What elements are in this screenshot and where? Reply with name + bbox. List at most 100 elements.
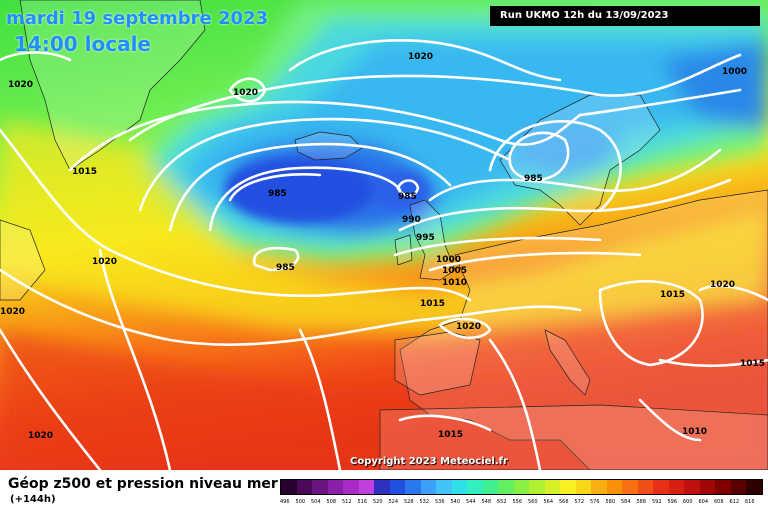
colour-scale-swatch xyxy=(668,480,684,494)
colour-scale-label: 500 xyxy=(295,499,306,505)
colour-scale-label: 580 xyxy=(605,499,616,505)
colour-scale-swatch xyxy=(281,480,297,494)
isobar-label: 995 xyxy=(416,233,435,243)
iceland-outline xyxy=(294,131,363,161)
colour-scale-label: 496 xyxy=(280,499,290,505)
land-outlines xyxy=(0,0,768,470)
forecast-date: mardi 19 septembre 2023 xyxy=(6,8,269,29)
colour-scale-swatch xyxy=(374,480,390,494)
colour-scale xyxy=(280,479,763,495)
colour-scale-label: 512 xyxy=(342,499,352,505)
colour-scale-swatch xyxy=(436,480,452,494)
colour-scale-label: 592 xyxy=(652,499,662,505)
copyright-notice: Copyright 2023 Meteociel.fr xyxy=(350,456,508,467)
colour-scale-swatch xyxy=(637,480,653,494)
colour-scale-swatch xyxy=(606,480,622,494)
colour-scale-label: 548 xyxy=(481,499,492,505)
colour-scale-swatch xyxy=(467,480,483,494)
colour-scale-label: 556 xyxy=(512,499,523,505)
colour-scale-label: 568 xyxy=(559,499,569,505)
colour-scale-swatch xyxy=(622,480,638,494)
italy-outline xyxy=(544,329,591,396)
colour-scale-label: 520 xyxy=(373,499,383,505)
forecast-range: (+144h) xyxy=(10,494,56,505)
colour-scale-swatch xyxy=(699,480,715,494)
colour-scale-label: 600 xyxy=(683,499,693,505)
colour-scale-label: 536 xyxy=(435,499,445,505)
isobar-lines xyxy=(0,39,768,470)
colour-scale-label: 552 xyxy=(497,499,507,505)
colour-scale-swatch xyxy=(544,480,560,494)
scandinavia-outline xyxy=(499,94,661,226)
isobar-labels: 1020 1020 1020 1000 1015 985 985 985 990… xyxy=(0,52,765,441)
colour-scale-swatch xyxy=(327,480,343,494)
colour-scale-label: 504 xyxy=(311,499,321,505)
isobar-label: 1015 xyxy=(438,430,463,440)
ireland-outline xyxy=(394,234,413,266)
isobar-label: 1015 xyxy=(72,167,97,177)
colour-scale-swatch xyxy=(358,480,374,494)
colour-scale-label: 540 xyxy=(450,499,461,505)
colour-scale-label: 524 xyxy=(388,499,399,505)
isobar-label: 1020 xyxy=(92,257,117,267)
labrador-outline xyxy=(0,219,46,301)
colour-scale-swatch xyxy=(746,480,762,494)
colour-scale-label: 596 xyxy=(667,499,678,505)
colour-scale-swatch xyxy=(312,480,328,494)
colour-scale-swatch xyxy=(715,480,731,494)
isobar-label: 1020 xyxy=(8,80,33,90)
isobar-label: 1000 xyxy=(722,67,747,77)
colour-scale-swatch xyxy=(389,480,405,494)
colour-scale-label: 616 xyxy=(745,499,755,505)
colour-scale-swatch xyxy=(513,480,529,494)
colour-scale-label: 604 xyxy=(698,499,709,505)
colour-scale-label: 612 xyxy=(729,499,740,505)
isobar-label: 1015 xyxy=(740,359,765,369)
isobar-label: 1005 xyxy=(442,266,467,276)
model-run-badge: Run UKMO 12h du 13/09/2023 xyxy=(490,6,760,26)
colour-scale-label: 528 xyxy=(404,499,414,505)
legend-title: Géop z500 et pression niveau mer xyxy=(8,476,278,492)
colour-scale-label: 564 xyxy=(543,499,554,505)
isobar-label: 1020 xyxy=(28,431,53,441)
colour-scale-swatch xyxy=(684,480,700,494)
colour-scale-swatch xyxy=(529,480,545,494)
isobar-label: 985 xyxy=(524,174,543,184)
isobar-label: 1020 xyxy=(233,88,258,98)
colour-scale-label: 572 xyxy=(574,499,585,505)
colour-scale-label: 560 xyxy=(528,499,538,505)
isobar-label: 1015 xyxy=(420,299,445,309)
isobar-label: 985 xyxy=(268,189,287,199)
colour-scale-label: 516 xyxy=(357,499,368,505)
forecast-time: 14:00 locale xyxy=(14,32,151,56)
colour-scale-label: 544 xyxy=(466,499,476,505)
isobar-label: 1020 xyxy=(710,280,735,290)
colour-scale-swatch xyxy=(296,480,312,494)
colour-scale-swatch xyxy=(560,480,576,494)
colour-scale-swatch xyxy=(420,480,436,494)
colour-scale-swatch xyxy=(343,480,359,494)
colour-scale-swatch xyxy=(451,480,467,494)
colour-scale-label: 508 xyxy=(326,499,337,505)
colour-scale-swatch xyxy=(498,480,514,494)
colour-scale-label: 584 xyxy=(621,499,631,505)
isobar-label: 1010 xyxy=(442,278,467,288)
colour-scale-swatch xyxy=(653,480,669,494)
isobar-label: 1015 xyxy=(660,290,685,300)
isobar-label: 1020 xyxy=(408,52,433,62)
iberia-outline xyxy=(394,331,481,396)
isobar-label: 1020 xyxy=(0,307,25,317)
colour-scale-swatch xyxy=(482,480,498,494)
isobar-label: 1010 xyxy=(682,427,707,437)
isobar-label: 985 xyxy=(276,263,295,273)
isobar-label: 985 xyxy=(398,192,417,202)
colour-scale-swatch xyxy=(575,480,591,494)
colour-scale-label: 576 xyxy=(590,499,600,505)
colour-scale-label: 608 xyxy=(714,499,724,505)
colour-scale-swatch xyxy=(405,480,421,494)
colour-scale-label: 588 xyxy=(636,499,647,505)
africa-outline xyxy=(379,404,768,470)
isobar-label: 1020 xyxy=(456,322,481,332)
isobar-label: 1000 xyxy=(436,255,461,265)
